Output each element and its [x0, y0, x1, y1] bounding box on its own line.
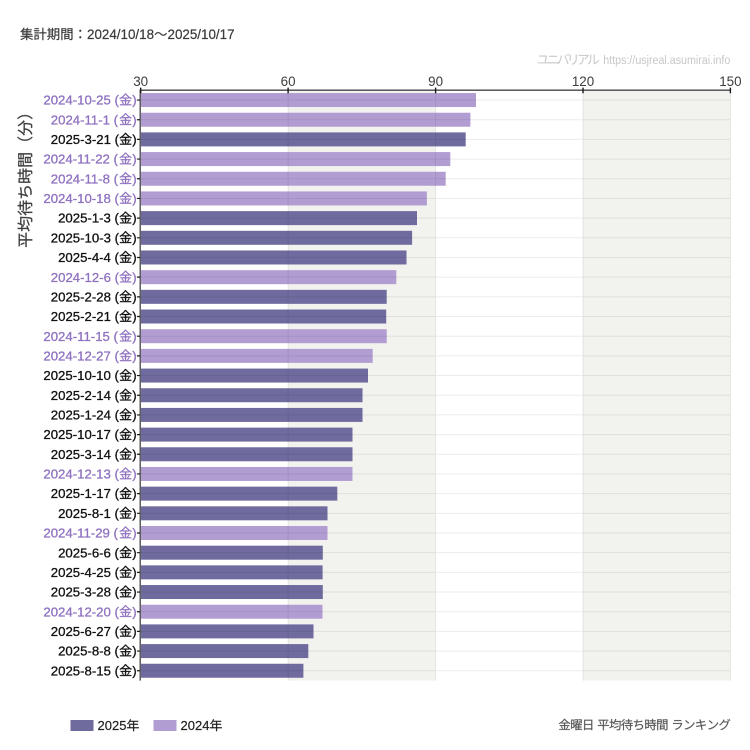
svg-text:): ): [132, 447, 136, 462]
svg-text:): ): [132, 368, 136, 383]
svg-text:): ): [132, 506, 136, 521]
svg-text:2025-3-14 (: 2025-3-14 (: [51, 447, 120, 462]
svg-text:2025-10-17 (: 2025-10-17 (: [43, 427, 119, 442]
svg-text:): ): [132, 349, 136, 364]
svg-text:2024-11-8 (: 2024-11-8 (: [51, 171, 119, 186]
svg-text:): ): [132, 309, 136, 324]
svg-text:): ): [132, 486, 136, 501]
svg-text:2025-6-6 (: 2025-6-6 (: [58, 545, 119, 560]
svg-text:2025-10-3 (: 2025-10-3 (: [51, 230, 120, 245]
svg-text:150: 150: [719, 74, 741, 89]
svg-text:2025: 2025: [98, 718, 127, 733]
svg-text:90: 90: [428, 74, 443, 89]
svg-text:2024-12-27 (: 2024-12-27 (: [43, 349, 119, 364]
svg-text:2025-10-10 (: 2025-10-10 (: [43, 368, 119, 383]
svg-text:2024/10/18: 2024/10/18: [87, 27, 154, 42]
svg-text:60: 60: [281, 74, 296, 89]
svg-text:): ): [132, 191, 136, 206]
svg-text:2025-4-4 (: 2025-4-4 (: [58, 250, 119, 265]
svg-text:): ): [132, 408, 136, 423]
svg-text:2025-3-28 (: 2025-3-28 (: [51, 585, 120, 600]
svg-text:): ): [132, 171, 136, 186]
svg-text:120: 120: [572, 74, 594, 89]
svg-text:): ): [132, 93, 136, 108]
svg-text:): ): [132, 230, 136, 245]
svg-text:2025-1-17 (: 2025-1-17 (: [51, 486, 120, 501]
svg-text:): ): [132, 152, 136, 167]
svg-text:2024-11-29 (: 2024-11-29 (: [43, 526, 118, 541]
svg-text:): ): [132, 663, 136, 678]
svg-text:2025-1-24 (: 2025-1-24 (: [51, 408, 120, 423]
svg-text:2025-3-21 (: 2025-3-21 (: [51, 132, 120, 147]
svg-text:): ): [132, 644, 136, 659]
svg-text:2024-12-6 (: 2024-12-6 (: [51, 270, 120, 285]
svg-text:): ): [132, 211, 136, 226]
svg-text:2025/10/17: 2025/10/17: [168, 27, 235, 42]
svg-text:): ): [132, 624, 136, 639]
svg-text:2024-11-1 (: 2024-11-1 (: [51, 112, 119, 127]
svg-text:2025-4-25 (: 2025-4-25 (: [51, 565, 120, 580]
svg-text:2025-2-14 (: 2025-2-14 (: [51, 388, 120, 403]
svg-text:2025-2-28 (: 2025-2-28 (: [51, 289, 120, 304]
svg-text:2025-8-8 (: 2025-8-8 (: [58, 644, 119, 659]
svg-text:2024-11-22 (: 2024-11-22 (: [43, 152, 118, 167]
svg-text:2025-2-21 (: 2025-2-21 (: [51, 309, 120, 324]
svg-text:2025-8-15 (: 2025-8-15 (: [51, 663, 120, 678]
svg-text:2024-12-13 (: 2024-12-13 (: [43, 467, 119, 482]
svg-text:): ): [132, 467, 136, 482]
svg-text:): ): [132, 585, 136, 600]
svg-text:2024-10-25 (: 2024-10-25 (: [43, 93, 119, 108]
svg-text:): ): [132, 270, 136, 285]
svg-text:2025-1-3 (: 2025-1-3 (: [58, 211, 119, 226]
svg-text:2024-12-20 (: 2024-12-20 (: [43, 604, 119, 619]
svg-text:): ): [132, 526, 136, 541]
svg-text:2025-8-1 (: 2025-8-1 (: [58, 506, 119, 521]
svg-text:2025-6-27 (: 2025-6-27 (: [51, 624, 120, 639]
svg-text:): ): [132, 604, 136, 619]
svg-text:https://usjreal.asumirai.info: https://usjreal.asumirai.info: [603, 55, 730, 68]
svg-text:): ): [132, 250, 136, 265]
svg-text:): ): [132, 329, 136, 344]
svg-text:2024-11-15 (: 2024-11-15 (: [43, 329, 118, 344]
svg-text:): ): [132, 388, 136, 403]
svg-text:30: 30: [133, 74, 148, 89]
svg-text:): ): [132, 289, 136, 304]
svg-text:): ): [132, 565, 136, 580]
svg-text:): ): [132, 427, 136, 442]
svg-text:2024: 2024: [181, 718, 210, 733]
svg-text:): ): [132, 132, 136, 147]
svg-text:): ): [132, 112, 136, 127]
svg-text:): ): [132, 545, 136, 560]
svg-text:2024-10-18 (: 2024-10-18 (: [43, 191, 119, 206]
